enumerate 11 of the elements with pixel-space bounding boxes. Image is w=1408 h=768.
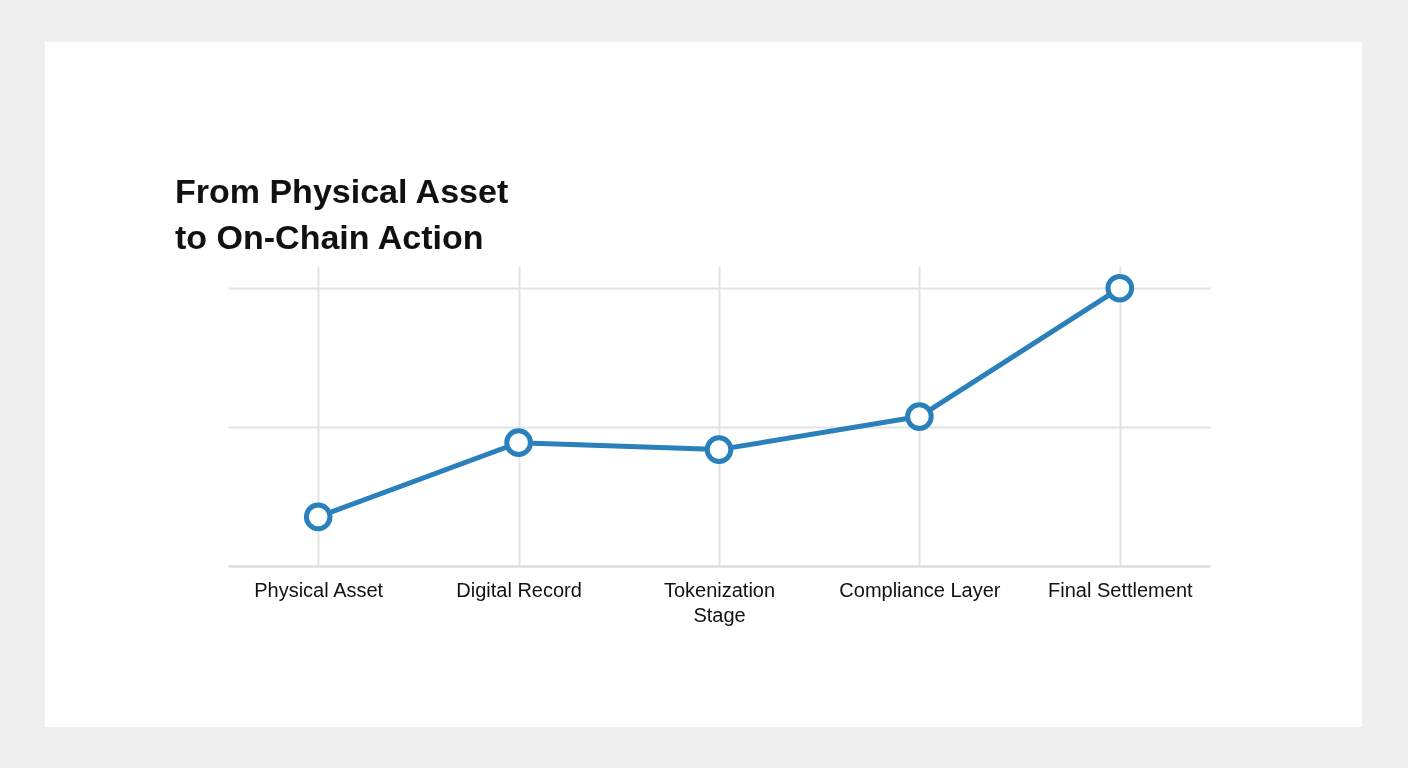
x-tick-label: Tokenization Stage [663,578,776,626]
x-tick-label: Physical Asset [254,578,384,601]
x-tick-label: Digital Record [456,578,582,601]
point [905,402,934,431]
point [704,435,734,464]
point [1105,273,1135,303]
chart-title: From Physical Asset to On-Chain Action [175,172,509,256]
point [504,428,533,457]
point [303,502,333,532]
x-tick-label: Final Settlement [1048,578,1194,601]
x-tick-label: Compliance Layer [839,578,1001,601]
